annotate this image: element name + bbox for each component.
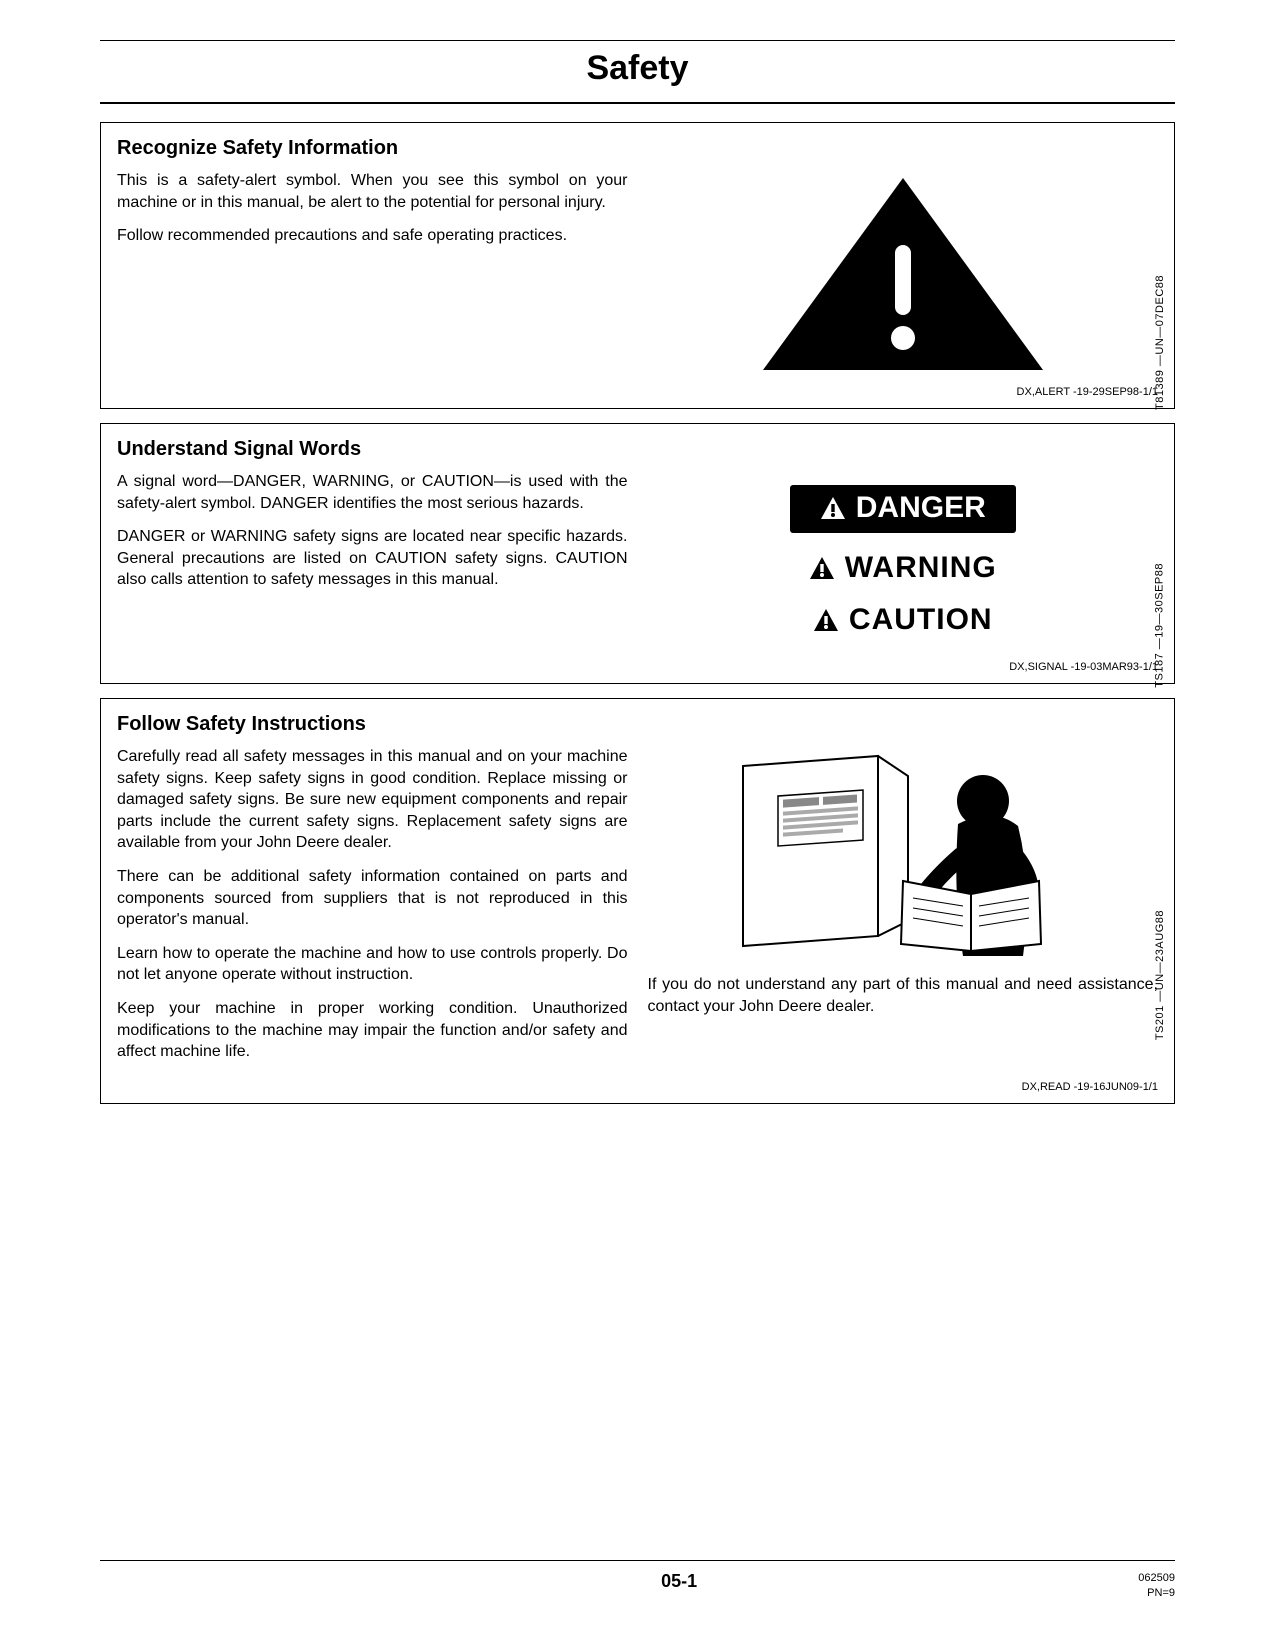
- read-manual-illustration: [648, 746, 1159, 966]
- image-code-label: TS201 —UN—23AUG88: [1154, 910, 1166, 1040]
- reference-code: DX,READ -19-16JUN09-1/1: [117, 1081, 1158, 1093]
- warning-text-row: WARNING: [809, 551, 997, 585]
- section-recognize-safety: Recognize Safety Information This is a s…: [100, 122, 1175, 409]
- page: Safety Recognize Safety Information This…: [0, 0, 1275, 1650]
- danger-pill: DANGER: [790, 485, 1016, 533]
- danger-text: DANGER: [856, 491, 986, 525]
- left-column: A signal word—DANGER, WARNING, or CAUTIO…: [117, 471, 628, 655]
- image-code-label: T81389 —UN—07DEC88: [1154, 275, 1166, 410]
- image-code-label: TS187 —19—30SEP88: [1154, 563, 1166, 688]
- section-title: Follow Safety Instructions: [117, 713, 1158, 736]
- paragraph: DANGER or WARNING safety signs are locat…: [117, 526, 628, 591]
- paragraph: There can be additional safety informati…: [117, 866, 628, 931]
- right-column: If you do not understand any part of thi…: [648, 746, 1159, 1075]
- columns: Carefully read all safety messages in th…: [117, 746, 1158, 1075]
- right-column-text: If you do not understand any part of thi…: [648, 974, 1159, 1017]
- right-column: T81389 —UN—07DEC88: [648, 170, 1159, 380]
- danger-label: DANGER: [648, 485, 1159, 533]
- columns: This is a safety-alert symbol. When you …: [117, 170, 1158, 380]
- paragraph: Keep your machine in proper working cond…: [117, 998, 628, 1063]
- right-column: DANGER WARNING CAUTION TS187 —19—30SEP88: [648, 471, 1159, 655]
- caution-text-row: CAUTION: [813, 603, 993, 637]
- footer-page-number: 05-1: [220, 1571, 1138, 1592]
- page-title: Safety: [100, 41, 1175, 104]
- alert-triangle-icon: [820, 496, 846, 520]
- warning-label: WARNING: [648, 551, 1159, 585]
- columns: A signal word—DANGER, WARNING, or CAUTIO…: [117, 471, 1158, 655]
- person-reading-manual-icon: [723, 746, 1083, 966]
- alert-triangle-icon: [813, 608, 839, 632]
- reference-code: DX,SIGNAL -19-03MAR93-1/1: [117, 661, 1158, 673]
- paragraph: This is a safety-alert symbol. When you …: [117, 170, 628, 213]
- paragraph: Carefully read all safety messages in th…: [117, 746, 628, 854]
- alert-triangle-icon: [809, 556, 835, 580]
- footer-small-code: 062509: [1138, 1571, 1175, 1585]
- section-follow-instructions: Follow Safety Instructions Carefully rea…: [100, 698, 1175, 1104]
- caution-text: CAUTION: [849, 603, 993, 637]
- reference-code: DX,ALERT -19-29SEP98-1/1: [117, 386, 1158, 398]
- safety-alert-triangle-icon: [753, 170, 1053, 380]
- paragraph: A signal word—DANGER, WARNING, or CAUTIO…: [117, 471, 628, 514]
- section-title: Understand Signal Words: [117, 438, 1158, 461]
- paragraph: Follow recommended precautions and safe …: [117, 225, 628, 247]
- section-title: Recognize Safety Information: [117, 137, 1158, 160]
- footer-pn: PN=9: [1138, 1586, 1175, 1600]
- warning-text: WARNING: [845, 551, 997, 585]
- caution-label: CAUTION: [648, 603, 1159, 637]
- section-signal-words: Understand Signal Words A signal word—DA…: [100, 423, 1175, 684]
- left-column: This is a safety-alert symbol. When you …: [117, 170, 628, 380]
- alert-symbol-illustration: [648, 170, 1159, 380]
- paragraph: Learn how to operate the machine and how…: [117, 943, 628, 986]
- footer-right: 062509 PN=9: [1138, 1571, 1175, 1600]
- page-footer: 05-1 062509 PN=9: [100, 1560, 1175, 1600]
- left-column: Carefully read all safety messages in th…: [117, 746, 628, 1075]
